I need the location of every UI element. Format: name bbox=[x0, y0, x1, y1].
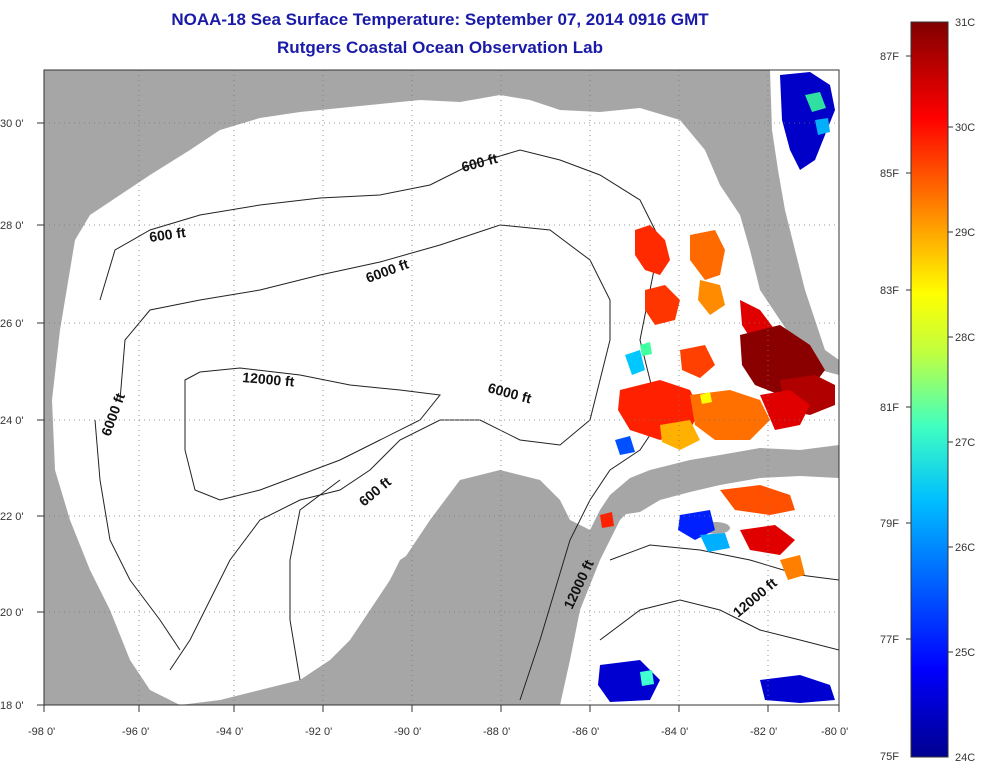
colorbar-c-label: 26C bbox=[955, 542, 975, 554]
lon-label: -80 0' bbox=[821, 726, 848, 738]
sst-florida-shelf bbox=[635, 225, 835, 415]
lon-label: -94 0' bbox=[216, 726, 243, 738]
colorbar-c-labels: 31C 30C 29C 28C 27C 26C 25C 24C bbox=[955, 17, 975, 764]
longitude-labels: -98 0' -96 0' -94 0' -92 0' -90 0' -88 0… bbox=[28, 726, 848, 738]
lat-label: 30 0' bbox=[0, 118, 24, 130]
sst-keys bbox=[615, 342, 810, 455]
lon-label: -88 0' bbox=[483, 726, 510, 738]
sst-north-atlantic bbox=[780, 72, 835, 170]
contour-12000ft-east bbox=[599, 599, 839, 651]
map-subtitle: Rutgers Coastal Ocean Observation Lab bbox=[277, 38, 603, 57]
lat-lon-grid bbox=[44, 70, 839, 705]
colorbar-c-label: 25C bbox=[955, 647, 975, 659]
contour-label: 600 ft bbox=[148, 224, 187, 245]
colorbar-f-label: 75F bbox=[880, 751, 899, 763]
lat-label: 28 0' bbox=[0, 220, 24, 232]
cuba-land bbox=[610, 458, 839, 515]
lon-label: -84 0' bbox=[661, 726, 688, 738]
lon-label: -98 0' bbox=[28, 726, 55, 738]
colorbar bbox=[910, 21, 949, 758]
colorbar-f-labels: 87F 85F 83F 81F 79F 77F 75F bbox=[880, 51, 899, 763]
map-title: NOAA-18 Sea Surface Temperature: Septemb… bbox=[171, 10, 709, 29]
colorbar-f-label: 87F bbox=[880, 51, 899, 63]
contour-600ft-2 bbox=[289, 479, 341, 681]
lat-label: 20 0' bbox=[0, 607, 24, 619]
contour-6000ft bbox=[119, 224, 611, 671]
colorbar-f-label: 77F bbox=[880, 634, 899, 646]
sst-caribbean bbox=[598, 485, 835, 703]
lat-label: 22 0' bbox=[0, 511, 24, 523]
map-frame bbox=[43, 69, 840, 706]
lon-label: -90 0' bbox=[394, 726, 421, 738]
colorbar-f-label: 79F bbox=[880, 518, 899, 530]
yucatan-land bbox=[370, 530, 570, 705]
colorbar-c-label: 31C bbox=[955, 17, 975, 29]
colorbar-ticks bbox=[906, 55, 953, 653]
colorbar-c-label: 30C bbox=[955, 122, 975, 134]
colorbar-c-label: 29C bbox=[955, 227, 975, 239]
colorbar-f-label: 81F bbox=[880, 402, 899, 414]
lon-label: -82 0' bbox=[750, 726, 777, 738]
colorbar-f-label: 83F bbox=[880, 285, 899, 297]
sst-data bbox=[598, 72, 835, 703]
contour-12000ft bbox=[184, 367, 441, 501]
lon-label: -86 0' bbox=[572, 726, 599, 738]
lat-label: 26 0' bbox=[0, 318, 24, 330]
lon-label: -92 0' bbox=[305, 726, 332, 738]
axis-ticks bbox=[37, 122, 840, 712]
contour-label: 12000 ft bbox=[242, 369, 296, 390]
colorbar-f-label: 85F bbox=[880, 168, 899, 180]
contour-6000ft-west bbox=[94, 419, 181, 651]
contour-12000ft-east-2 bbox=[609, 544, 839, 581]
lon-label: -96 0' bbox=[122, 726, 149, 738]
colorbar-c-label: 28C bbox=[955, 332, 975, 344]
colorbar-c-label: 24C bbox=[955, 752, 975, 764]
lat-label: 24 0' bbox=[0, 415, 24, 427]
latitude-labels: 30 0' 28 0' 26 0' 24 0' 22 0' 20 0' 18 0… bbox=[0, 118, 24, 712]
lat-label: 18 0' bbox=[0, 700, 24, 712]
colorbar-c-label: 27C bbox=[955, 437, 975, 449]
